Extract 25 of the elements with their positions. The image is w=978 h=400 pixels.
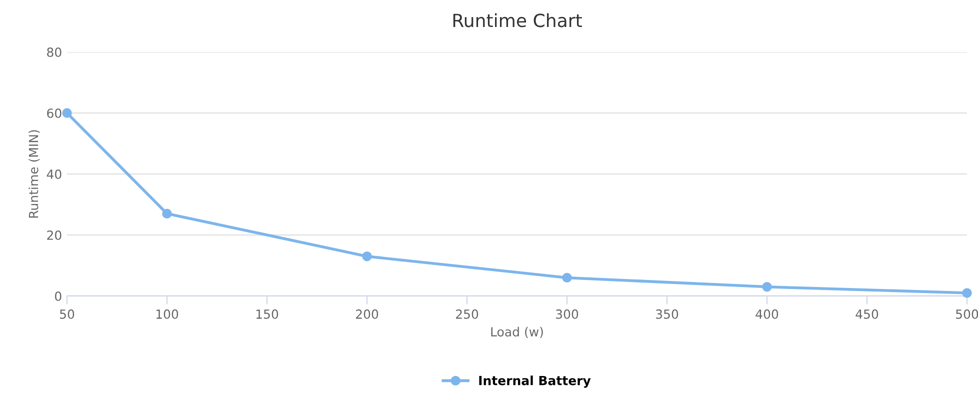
point bbox=[962, 288, 972, 298]
x-tick-label: 450 bbox=[856, 309, 878, 319]
x-axis-title: Load (w) bbox=[491, 326, 543, 338]
x-tick-label: 50 bbox=[60, 309, 74, 319]
x-tick-label: 200 bbox=[356, 309, 378, 319]
point bbox=[762, 282, 772, 292]
point bbox=[162, 208, 172, 219]
x-tick-label: 500 bbox=[956, 309, 978, 319]
point bbox=[362, 251, 372, 262]
y-tick-label: 60 bbox=[47, 108, 62, 118]
y-tick-label: 40 bbox=[46, 169, 62, 179]
x-tick-label: 350 bbox=[656, 309, 678, 319]
x-tick-label: 250 bbox=[456, 309, 478, 319]
x-tick-label: 400 bbox=[756, 309, 778, 319]
point bbox=[562, 272, 572, 283]
x-tick-label: 300 bbox=[556, 309, 578, 319]
y-tick-label: 20 bbox=[47, 230, 62, 240]
chart-title: Runtime Chart bbox=[453, 13, 582, 28]
x-tick-label: 150 bbox=[256, 309, 278, 319]
x-tick-label: 100 bbox=[156, 309, 178, 319]
y-axis-title: Runtime (MIN) bbox=[28, 130, 40, 218]
y-tick-label: 80 bbox=[47, 47, 62, 57]
legend-label: Internal Battery bbox=[479, 376, 591, 388]
y-tick-label: 0 bbox=[55, 291, 62, 301]
point bbox=[62, 108, 72, 118]
